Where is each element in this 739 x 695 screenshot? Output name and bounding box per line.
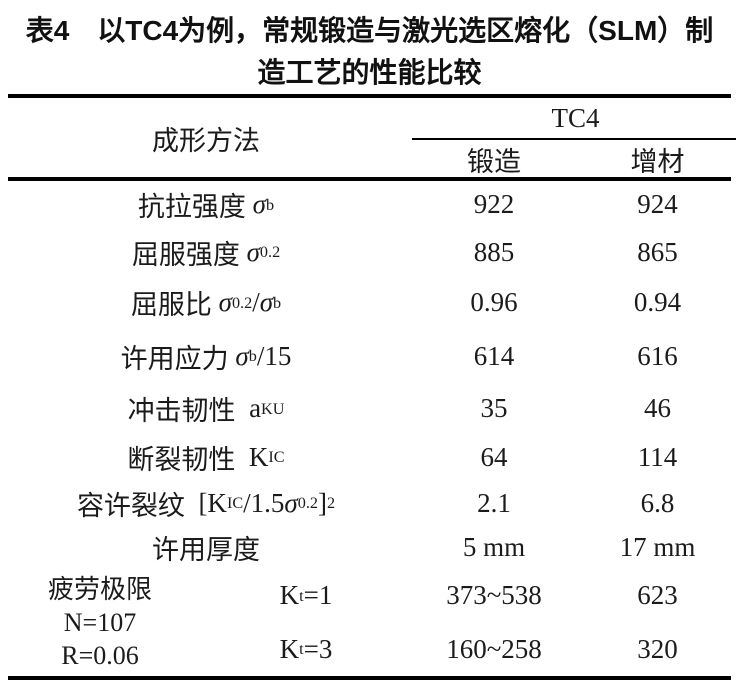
label-segment: / (252, 287, 260, 317)
table-row: 容许裂纹 [K IC/1.5 σ 0.2] 2 2.1 6.8 (0, 480, 739, 526)
table-row: 许用厚度 5 mm 17 mm (0, 526, 739, 569)
label-segment: =1 (303, 580, 333, 610)
table-row: 许用应力 σ b/15 614 616 (0, 329, 739, 383)
label-segment: ] (317, 487, 327, 518)
label-segment: 许用厚度 (152, 535, 260, 565)
row-value-additive: 616 (637, 340, 678, 371)
row-value-forging: 614 (473, 340, 515, 371)
table-caption-line2: 造工艺的性能比较 (257, 57, 482, 88)
row-value-additive: 924 (637, 189, 678, 219)
label-segment: 抗拉强度 (137, 192, 253, 222)
label-segment: K (279, 633, 300, 664)
label-segment: σ (284, 487, 298, 518)
row-value-additive: 6.8 (640, 487, 675, 518)
fatigue-label-line: R=0.06 (61, 641, 139, 670)
label-segment: a (249, 393, 262, 423)
label-segment: 许用应力 (120, 343, 236, 374)
label-segment: σ (235, 340, 249, 371)
row-label: 屈服强度 σ 0.2 (0, 228, 412, 276)
label-segment: =3 (303, 633, 333, 664)
table-caption: 表4 以TC4为例，常规锻造与激光选区熔化（SLM）制 造工艺的性能比较 (0, 0, 739, 94)
fatigue-label-line: 疲劳极限 (47, 575, 152, 604)
header-method-label: 成形方法 (152, 126, 260, 156)
table-row: 冲击韧性 a KU 35 46 (0, 383, 739, 434)
label-segment: 屈服比 (130, 290, 219, 320)
table-caption-line1: 表4 以TC4为例，常规锻造与激光选区熔化（SLM）制 (25, 15, 714, 46)
fatigue-additive-column: 623 320 (576, 569, 739, 676)
header-col-additive: 增材 (630, 147, 685, 177)
label-segment: /15 (256, 340, 292, 371)
row-value-additive: 17 mm (619, 532, 696, 562)
label-segment: /1.5 (243, 487, 285, 518)
table-header: 成形方法 TC4 锻造 增材 (0, 98, 739, 177)
label-segment: K (248, 441, 269, 472)
header-subcolumns: 锻造 增材 (412, 140, 739, 179)
fatigue-value-forging: 373~538 (446, 580, 542, 610)
table-top-rule (8, 94, 731, 98)
row-label: 屈服比 σ 0.2/σ b (0, 276, 412, 329)
fatigue-label-line: N=107 (63, 608, 137, 637)
row-label: 容许裂纹 [K IC/1.5 σ 0.2] 2 (0, 480, 412, 526)
row-value-forging: 922 (473, 189, 515, 219)
row-value-forging: 2.1 (477, 487, 511, 518)
fatigue-label-block: 疲劳极限 N=107 R=0.06 (0, 569, 200, 676)
table-row: 屈服强度 σ 0.2 885 865 (0, 228, 739, 276)
row-value-additive: 865 (637, 236, 678, 267)
label-segment: σ (218, 287, 232, 317)
table-row: 抗拉强度 σ b 922 924 (0, 181, 739, 228)
header-col-forging: 锻造 (467, 147, 521, 177)
row-label: 断裂韧性 K IC (0, 434, 412, 480)
label-segment: σ (259, 287, 274, 317)
label-segment: 冲击韧性 (127, 396, 250, 426)
row-value-forging: 35 (480, 393, 508, 423)
fatigue-value-forging: 160~258 (446, 633, 542, 664)
table-row: 断裂韧性 K IC 64 114 (0, 434, 739, 480)
fatigue-forging-column: 373~538 160~258 (412, 569, 576, 676)
header-tc4-group: TC4 锻造 增材 (412, 98, 739, 179)
label-segment: K (279, 580, 300, 610)
label-segment: σ (246, 236, 260, 267)
row-value-forging: 885 (473, 236, 515, 267)
table-row: 屈服比 σ 0.2/σ b 0.96 0.94 (0, 276, 739, 329)
label-segment: 断裂韧性 (127, 444, 249, 475)
header-group-label: TC4 (551, 102, 600, 133)
row-value-forging: 64 (480, 441, 508, 472)
table-mid-rule (8, 177, 731, 181)
row-label: 冲击韧性 a KU (0, 383, 412, 434)
row-label: 许用应力 σ b/15 (0, 329, 412, 383)
row-value-forging: 5 mm (462, 532, 526, 562)
table-body: 抗拉强度 σ b 922 924 屈服强度 σ 0.2 885 865 屈服比 σ 0.2/σ b 0… (0, 181, 739, 569)
label-segment: 容许裂纹 (76, 490, 199, 521)
label-segment: [K (198, 487, 227, 518)
label-segment: 屈服强度 (131, 239, 247, 270)
table-bottom-rule (8, 676, 731, 680)
header-group-rule (412, 138, 736, 140)
row-label: 许用厚度 (0, 526, 412, 569)
row-value-forging: 0.96 (470, 287, 518, 317)
row-value-additive: 114 (637, 441, 678, 472)
fatigue-value-additive: 623 (637, 580, 678, 610)
label-segment: σ (252, 189, 266, 219)
fatigue-value-additive: 320 (637, 633, 678, 664)
row-value-additive: 46 (644, 393, 671, 423)
row-value-additive: 0.94 (633, 287, 682, 317)
